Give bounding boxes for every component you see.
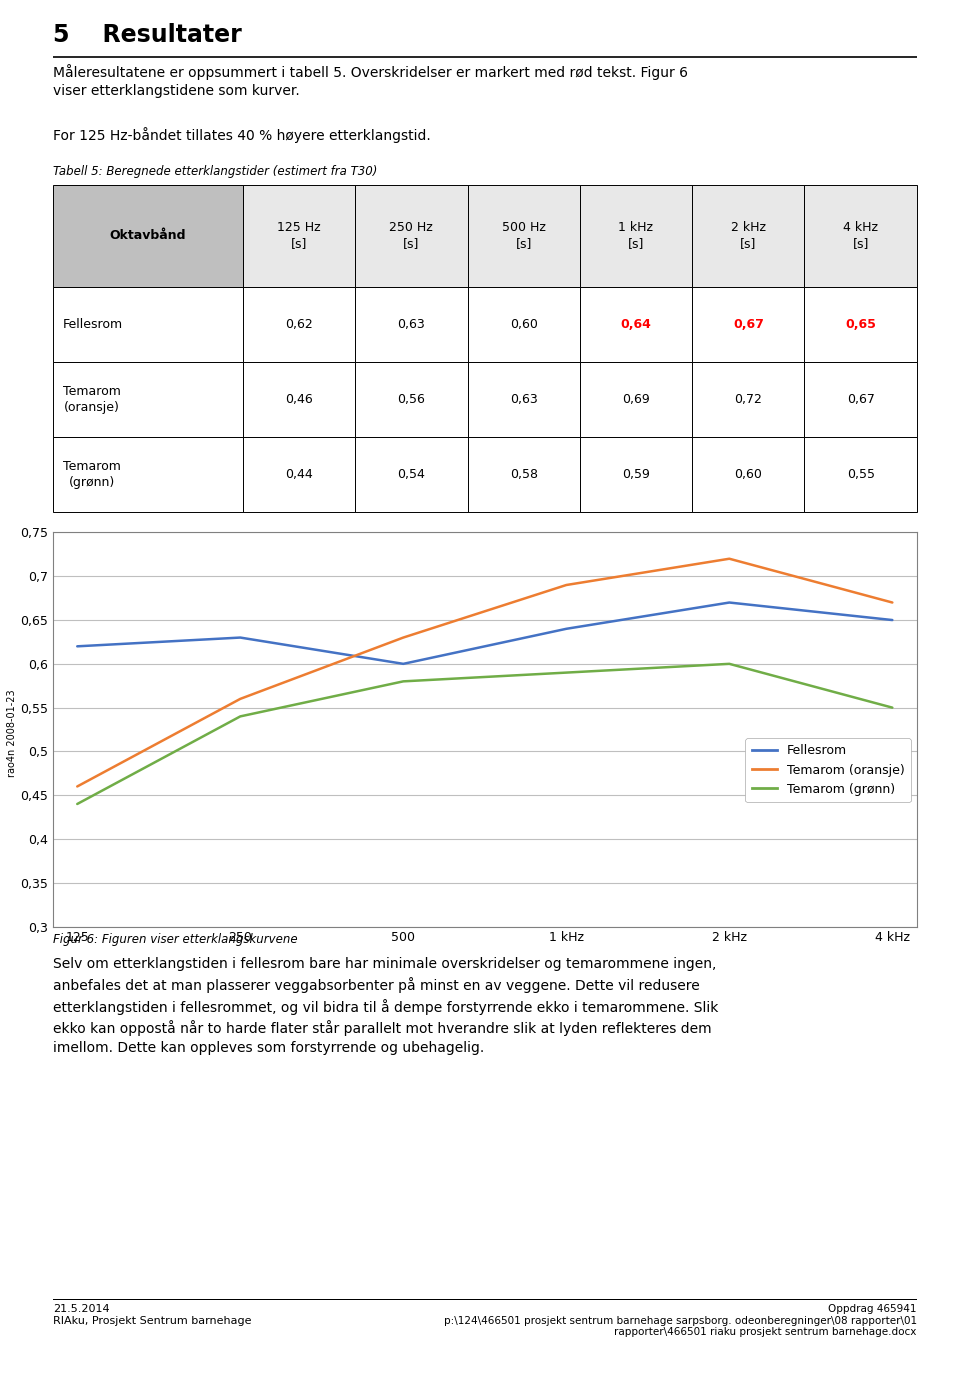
Text: 0,44: 0,44	[285, 467, 313, 481]
Bar	[53, 437, 243, 512]
Text: Tabell 5: Beregnede etterklangstider (estimert fra T30): Tabell 5: Beregnede etterklangstider (es…	[53, 165, 377, 178]
Text: rao4n 2008-01-23: rao4n 2008-01-23	[7, 689, 16, 777]
Bar	[53, 361, 243, 437]
Bar	[804, 437, 917, 512]
Text: Oktavbånd: Oktavbånd	[109, 230, 186, 242]
Bar	[804, 185, 917, 286]
Text: 0,55: 0,55	[847, 467, 875, 481]
Bar	[468, 286, 580, 361]
Bar	[804, 361, 917, 437]
Bar	[243, 185, 355, 286]
Bar	[580, 437, 692, 512]
Text: 0,62: 0,62	[285, 318, 313, 331]
Text: 0,69: 0,69	[622, 393, 650, 405]
Text: Temarom
(oransje): Temarom (oransje)	[63, 384, 121, 414]
Text: 2 kHz
[s]: 2 kHz [s]	[731, 221, 766, 250]
Text: 125 Hz
[s]: 125 Hz [s]	[277, 221, 321, 250]
Text: 250 Hz
[s]: 250 Hz [s]	[390, 221, 433, 250]
Bar	[53, 286, 243, 361]
Bar	[692, 185, 804, 286]
Bar	[243, 361, 355, 437]
Text: 1 kHz
[s]: 1 kHz [s]	[618, 221, 654, 250]
Bar	[804, 286, 917, 361]
Text: 0,54: 0,54	[397, 467, 425, 481]
Text: 4 kHz
[s]: 4 kHz [s]	[843, 221, 878, 250]
Text: 0,59: 0,59	[622, 467, 650, 481]
Text: 500 Hz
[s]: 500 Hz [s]	[502, 221, 545, 250]
Bar	[53, 185, 243, 286]
Bar	[580, 185, 692, 286]
Text: Figur 6: Figuren viser etterklangskurvene: Figur 6: Figuren viser etterklangskurven…	[53, 934, 298, 946]
Legend: Fellesrom, Temarom (oransje), Temarom (grønn): Fellesrom, Temarom (oransje), Temarom (g…	[745, 739, 910, 802]
Bar	[468, 361, 580, 437]
Text: 0,60: 0,60	[734, 467, 762, 481]
Text: Temarom
(grønn): Temarom (grønn)	[63, 459, 121, 488]
Text: 0,65: 0,65	[845, 318, 876, 331]
Bar	[243, 437, 355, 512]
Text: 0,72: 0,72	[734, 393, 762, 405]
Text: 0,60: 0,60	[510, 318, 538, 331]
Bar	[580, 361, 692, 437]
Bar	[355, 286, 468, 361]
Text: 0,58: 0,58	[510, 467, 538, 481]
Text: 0,46: 0,46	[285, 393, 313, 405]
Bar	[355, 361, 468, 437]
Text: 0,63: 0,63	[397, 318, 425, 331]
Text: 0,56: 0,56	[397, 393, 425, 405]
Text: 0,64: 0,64	[620, 318, 652, 331]
Text: Måleresultatene er oppsummert i tabell 5. Overskridelser er markert med rød teks: Måleresultatene er oppsummert i tabell 5…	[53, 64, 687, 98]
Text: 0,63: 0,63	[510, 393, 538, 405]
Bar	[468, 185, 580, 286]
Bar	[243, 286, 355, 361]
Bar	[692, 286, 804, 361]
Text: Fellesrom: Fellesrom	[63, 318, 123, 331]
Text: Oppdrag 465941
p:\124\466501 prosjekt sentrum barnehage sarpsborg. odeonberegnin: Oppdrag 465941 p:\124\466501 prosjekt se…	[444, 1304, 917, 1337]
Bar	[692, 437, 804, 512]
Bar	[355, 185, 468, 286]
Text: 0,67: 0,67	[847, 393, 875, 405]
Text: 21.5.2014
RIAku, Prosjekt Sentrum barnehage: 21.5.2014 RIAku, Prosjekt Sentrum barneh…	[53, 1304, 252, 1326]
Bar	[355, 437, 468, 512]
Text: For 125 Hz-båndet tillates 40 % høyere etterklangstid.: For 125 Hz-båndet tillates 40 % høyere e…	[53, 127, 430, 144]
Bar	[692, 361, 804, 437]
Text: 5    Resultater: 5 Resultater	[53, 22, 242, 47]
Text: Selv om etterklangstiden i fellesrom bare har minimale overskridelser og temarom: Selv om etterklangstiden i fellesrom bar…	[53, 957, 718, 1055]
Text: 0,67: 0,67	[732, 318, 764, 331]
Bar	[580, 286, 692, 361]
Bar	[468, 437, 580, 512]
